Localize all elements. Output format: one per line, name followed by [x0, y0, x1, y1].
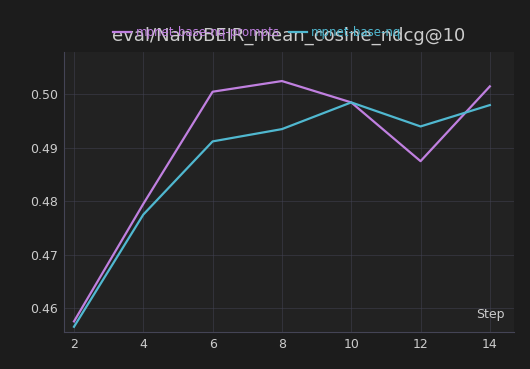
mpnet-base-nq [348, 100, 355, 105]
mpnet-base-nq-prompts [417, 159, 423, 163]
mpnet-base-nq [140, 213, 146, 217]
Line: mpnet-base-nq: mpnet-base-nq [74, 103, 490, 327]
Title: eval/NanoBEIR_mean_cosine_ndcg@10: eval/NanoBEIR_mean_cosine_ndcg@10 [112, 27, 465, 45]
mpnet-base-nq-prompts [71, 319, 77, 324]
Line: mpnet-base-nq-prompts: mpnet-base-nq-prompts [74, 81, 490, 321]
mpnet-base-nq [417, 124, 423, 129]
mpnet-base-nq-prompts [140, 202, 146, 206]
mpnet-base-nq [279, 127, 285, 131]
mpnet-base-nq-prompts [487, 84, 493, 89]
mpnet-base-nq [209, 139, 216, 144]
mpnet-base-nq [487, 103, 493, 107]
mpnet-base-nq-prompts [209, 90, 216, 94]
mpnet-base-nq-prompts [348, 100, 355, 105]
Text: Step: Step [476, 308, 505, 321]
Legend: mpnet-base-nq-prompts, mpnet-base-nq: mpnet-base-nq-prompts, mpnet-base-nq [108, 21, 407, 44]
mpnet-base-nq [71, 325, 77, 329]
mpnet-base-nq-prompts [279, 79, 285, 83]
